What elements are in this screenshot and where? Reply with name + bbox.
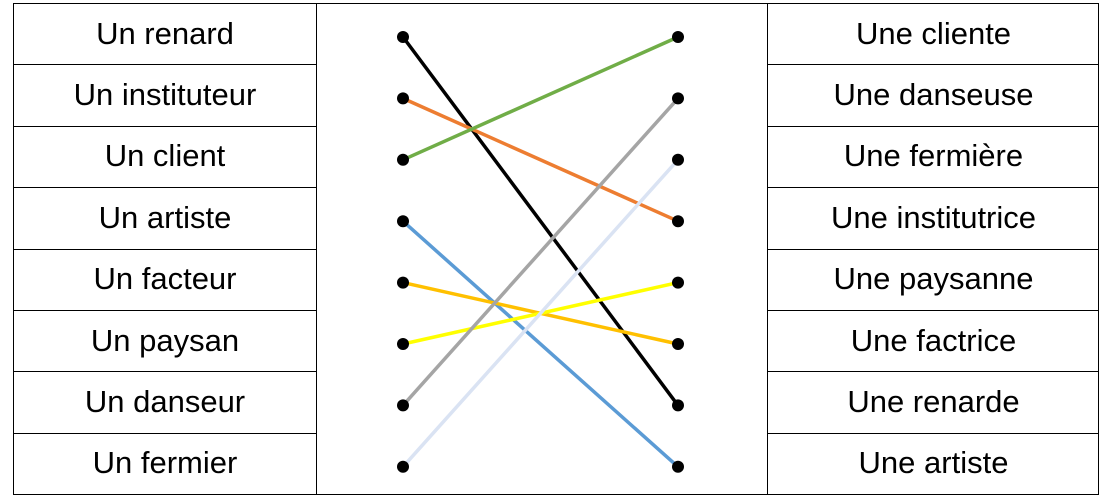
left-item: Un paysan: [14, 311, 316, 373]
right-item: Une cliente: [768, 4, 1099, 66]
right-dot-4: [672, 215, 684, 228]
left-dot-4: [397, 215, 409, 228]
left-item: Un danseur: [14, 372, 316, 434]
right-dot-1: [672, 31, 684, 43]
match-line-7: [401, 96, 680, 408]
right-item: Une paysanne: [768, 250, 1099, 311]
left-item: Un renard: [14, 4, 316, 66]
left-dot-6: [397, 338, 409, 350]
right-dot-7: [672, 399, 684, 412]
right-item: Une fermière: [768, 127, 1099, 189]
right-dot-8: [672, 460, 684, 473]
left-item: Un facteur: [14, 250, 316, 311]
match-line-2: [401, 96, 680, 223]
left-dot-1: [397, 31, 409, 43]
right-dot-6: [672, 338, 684, 350]
right-dot-2: [672, 92, 684, 105]
left-item: Un instituteur: [14, 65, 316, 127]
right-dot-3: [672, 153, 684, 166]
match-line-1: [401, 35, 680, 408]
left-item: Un client: [14, 127, 316, 189]
right-item: Une renarde: [768, 372, 1099, 434]
left-dot-8: [397, 460, 409, 473]
match-line-8: [401, 158, 680, 469]
left-dot-7: [397, 399, 409, 412]
left-column: Un renard Un instituteur Un client Un ar…: [14, 4, 317, 494]
match-line-3: [401, 35, 680, 162]
right-item: Une factrice: [768, 311, 1099, 373]
right-column: Une cliente Une danseuse Une fermière Un…: [767, 4, 1099, 494]
right-item: Une institutrice: [768, 188, 1099, 250]
right-item: Une artiste: [858, 445, 1009, 481]
left-dot-2: [397, 92, 409, 105]
right-dot-5: [672, 276, 684, 289]
left-item: Un artiste: [14, 188, 316, 250]
left-dot-3: [397, 153, 409, 166]
left-item: Un fermier: [92, 445, 238, 481]
match-line-4: [401, 219, 680, 469]
right-item: Une danseuse: [768, 65, 1099, 127]
left-dot-5: [397, 276, 409, 289]
matching-exercise-table: Un renard Un instituteur Un client Un ar…: [13, 3, 1099, 495]
